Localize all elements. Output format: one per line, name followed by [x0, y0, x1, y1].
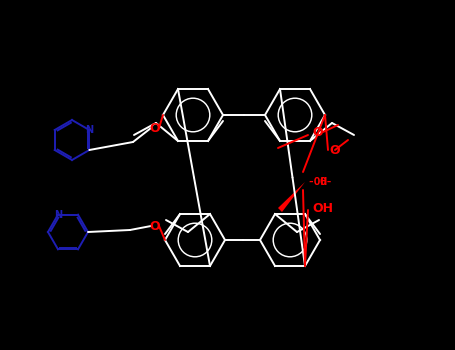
Text: -OH: -OH — [307, 177, 327, 187]
Text: O: O — [150, 121, 160, 134]
Text: N: N — [54, 210, 62, 220]
Polygon shape — [278, 182, 305, 212]
Text: O: O — [330, 144, 340, 156]
Text: O: O — [150, 219, 160, 232]
Text: O: O — [313, 126, 324, 139]
Text: OH: OH — [313, 202, 334, 215]
Text: N: N — [85, 125, 93, 135]
Text: O-: O- — [320, 177, 334, 187]
